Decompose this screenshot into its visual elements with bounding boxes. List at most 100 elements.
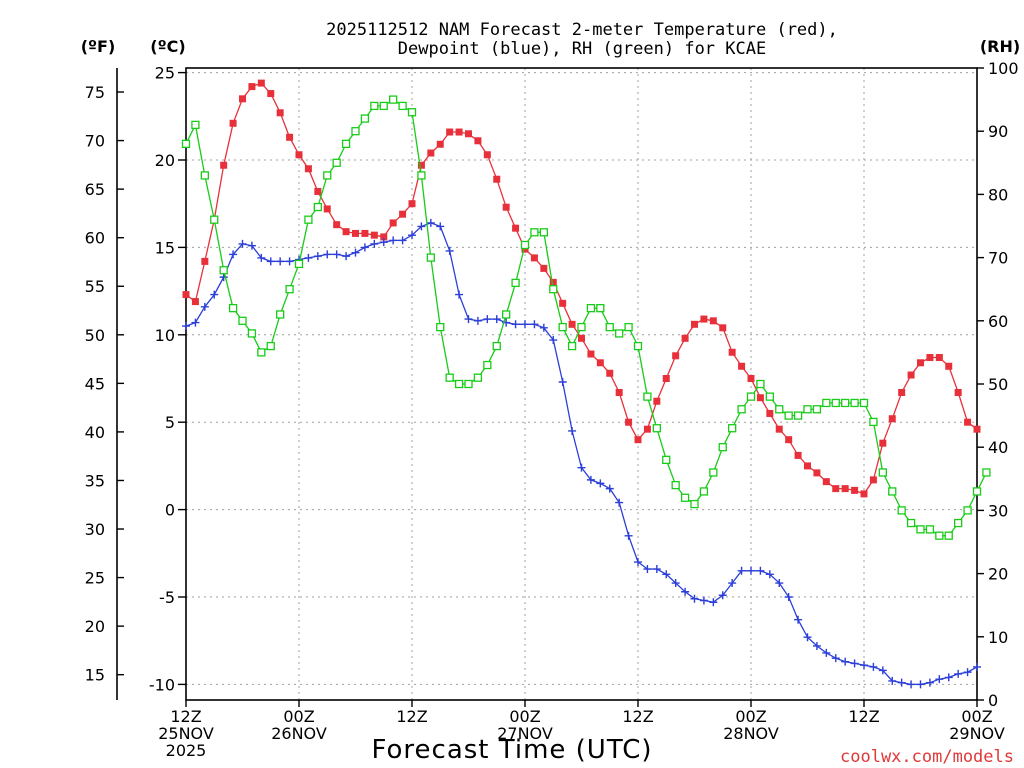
dewpoint-marker	[765, 570, 774, 579]
rh-marker	[247, 329, 257, 338]
temperature-marker	[851, 486, 859, 494]
rh-marker	[916, 525, 925, 534]
rh-marker	[831, 398, 840, 408]
rh-marker	[982, 468, 991, 477]
rh-marker	[436, 322, 445, 332]
temperature-marker	[578, 334, 585, 342]
rh-marker	[878, 468, 887, 477]
rh-tick-label: 60	[988, 312, 1008, 331]
temperature-line	[185, 82, 978, 495]
temperature-marker	[568, 320, 576, 328]
rh-marker	[332, 158, 341, 167]
celsius-tick-label: 0	[165, 501, 175, 520]
dewpoint-marker	[643, 565, 652, 574]
temperature-marker	[549, 278, 557, 286]
rh-marker	[520, 240, 530, 250]
x-tick-label: 25NOV	[158, 724, 214, 743]
rh-tick-label: 90	[988, 122, 1008, 141]
rh-marker	[210, 215, 219, 224]
temperature-marker	[352, 229, 359, 237]
rh-series	[181, 95, 991, 540]
rh-marker	[360, 114, 370, 123]
temperature-marker	[191, 298, 199, 306]
temperature-marker	[945, 362, 953, 370]
rh-tick-label: 20	[988, 565, 1008, 584]
temperature-marker	[427, 149, 435, 157]
dewpoint-marker	[417, 222, 426, 231]
celsius-tick-label: -10	[149, 675, 175, 694]
chart-title-line: Dewpoint (blue), RH (green) for KCAE	[398, 39, 766, 59]
rh-tick-label: 50	[988, 375, 1008, 394]
rh-marker	[389, 95, 398, 104]
dewpoint-marker	[229, 250, 238, 259]
rh-marker	[586, 304, 596, 313]
rh-marker	[351, 127, 360, 136]
x-tick-label: 12Z	[170, 707, 201, 726]
temperature-marker	[691, 320, 698, 328]
dewpoint-marker	[304, 253, 313, 262]
rh-marker	[812, 405, 822, 414]
temperature-marker	[436, 140, 444, 148]
temperature-marker	[926, 354, 934, 362]
temperature-marker	[182, 291, 190, 299]
rh-tick-label: 30	[988, 501, 1008, 520]
rh-marker	[313, 202, 322, 212]
rh-marker	[935, 531, 944, 540]
dewpoint-marker	[681, 587, 690, 596]
rh-marker	[530, 228, 539, 237]
rh-marker	[925, 525, 935, 534]
rh-marker	[304, 215, 313, 224]
temperature-marker	[267, 90, 275, 98]
rh-tick-label: 0	[988, 691, 998, 710]
dewpoint-marker	[803, 633, 812, 642]
temperature-marker	[239, 95, 246, 103]
dewpoint-marker	[634, 558, 642, 567]
dewpoint-marker	[831, 654, 840, 663]
rh-marker	[765, 392, 774, 401]
dewpoint-marker	[360, 243, 369, 252]
temperature-marker	[446, 128, 454, 136]
x-tick-label: 00Z	[961, 707, 992, 726]
chart-title: 2025112512 NAM Forecast 2-meter Temperat…	[326, 20, 838, 59]
dewpoint-marker	[944, 673, 953, 682]
dewpoint-marker	[539, 323, 548, 332]
temperature-marker	[502, 203, 510, 211]
temperature-marker	[304, 165, 312, 173]
temperature-marker	[559, 299, 567, 307]
rh-marker	[539, 228, 548, 237]
dewpoint-marker	[351, 248, 360, 257]
celsius-tick-label: 15	[155, 238, 175, 257]
rh-marker	[257, 348, 266, 357]
fahrenheit-tick-label: 70	[85, 132, 105, 151]
dewpoint-marker	[841, 657, 850, 666]
credit-link[interactable]: coolwx.com/models	[840, 747, 1014, 767]
rh-marker	[266, 341, 275, 351]
temperature-marker	[257, 79, 265, 87]
rh-marker	[954, 518, 963, 528]
dewpoint-marker	[389, 236, 398, 245]
temperature-marker	[766, 409, 774, 417]
dewpoint-marker	[558, 377, 567, 386]
rh-marker	[859, 398, 869, 408]
temperature-marker	[606, 369, 614, 377]
dewpoint-marker	[511, 320, 520, 329]
dewpoint-marker	[690, 594, 699, 603]
rh-marker	[888, 487, 897, 496]
dewpoint-marker	[860, 661, 868, 670]
temperature-marker	[380, 233, 388, 241]
dewpoint-marker	[332, 250, 341, 259]
temperature-marker	[869, 476, 877, 484]
dewpoint-marker	[954, 669, 963, 678]
axes: 2520151050-5-107570656055504540353025201…	[81, 37, 1020, 760]
rh-tick-label: 40	[988, 438, 1008, 457]
dewpoint-marker	[182, 322, 190, 331]
temperature-marker	[493, 175, 501, 183]
fahrenheit-tick-label: 15	[85, 666, 105, 685]
dewpoint-marker	[191, 318, 200, 327]
temperature-marker	[596, 359, 604, 367]
temperature-marker	[954, 388, 962, 396]
dewpoint-marker	[492, 315, 501, 324]
rh-marker	[775, 405, 784, 414]
dewpoint-marker	[313, 252, 322, 261]
rh-marker	[737, 405, 746, 414]
